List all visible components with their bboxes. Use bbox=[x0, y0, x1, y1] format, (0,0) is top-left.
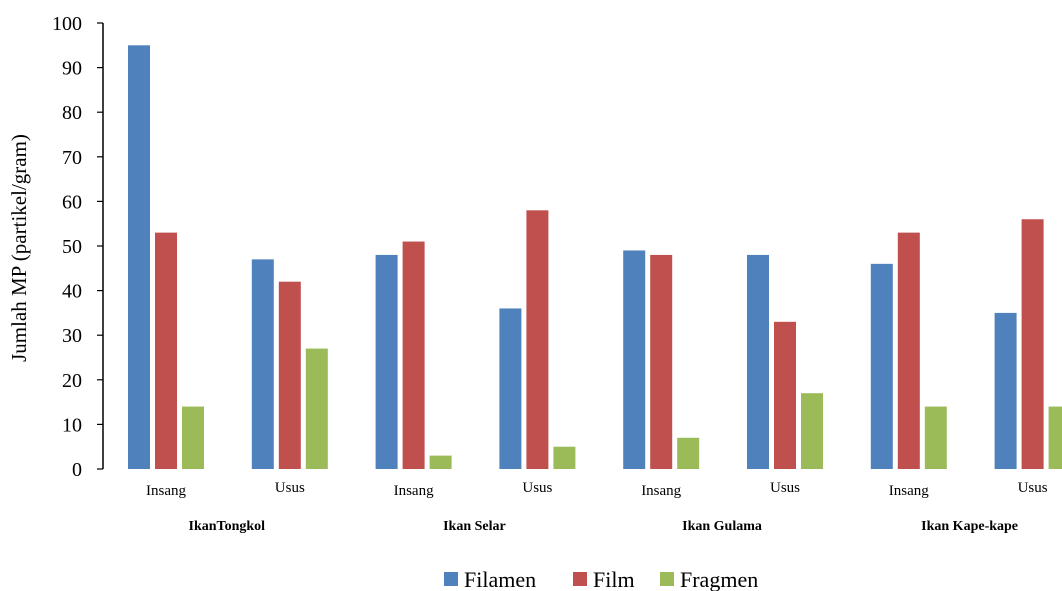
legend: Filamen Film Fragmen bbox=[444, 567, 758, 591]
bar-film-2 bbox=[402, 241, 425, 469]
bar-filamen-1 bbox=[251, 259, 274, 469]
category-label: Usus bbox=[522, 480, 552, 496]
y-tick-label: 100 bbox=[52, 13, 82, 35]
y-tick-label: 30 bbox=[62, 325, 82, 347]
bar-fragmen-6 bbox=[924, 406, 947, 469]
legend-label-film: Film bbox=[593, 567, 635, 591]
category-label: Insang bbox=[889, 483, 929, 499]
bar-fragmen-0 bbox=[182, 406, 204, 469]
y-axis-title: Jumlah MP (partikel/gram) bbox=[7, 134, 31, 362]
category-label: Insang bbox=[146, 483, 186, 499]
bar-film-5 bbox=[774, 321, 796, 469]
bar-filamen-6 bbox=[870, 263, 893, 469]
legend-swatch-film bbox=[573, 572, 587, 586]
bar-fragmen-7 bbox=[1048, 406, 1062, 469]
bar-film-6 bbox=[897, 232, 920, 469]
y-tick-label: 70 bbox=[62, 147, 82, 169]
group-label: IkanTongkol bbox=[189, 519, 266, 534]
bars bbox=[128, 45, 1062, 470]
group-label: Ikan Kape-kape bbox=[921, 519, 1018, 534]
bar-fragmen-3 bbox=[553, 446, 576, 469]
bar-filamen-2 bbox=[375, 254, 398, 469]
category-label: Usus bbox=[275, 480, 305, 496]
group-label: Ikan Gulama bbox=[682, 519, 762, 534]
category-label: Insang bbox=[641, 483, 681, 499]
bar-film-7 bbox=[1021, 219, 1044, 469]
group-label: Ikan Selar bbox=[443, 519, 506, 534]
bar-filamen-4 bbox=[623, 250, 646, 469]
category-label: Usus bbox=[770, 480, 800, 496]
bar-fragmen-5 bbox=[801, 393, 823, 469]
y-tick-label: 0 bbox=[72, 459, 82, 481]
y-tick-label: 40 bbox=[62, 281, 82, 303]
y-axis-ticks: 0 10 20 30 40 50 60 70 80 90 100 bbox=[52, 13, 103, 481]
y-tick-label: 20 bbox=[62, 370, 82, 392]
group-labels: IkanTongkol Ikan Selar Ikan Gulama Ikan Kap… bbox=[189, 519, 1019, 534]
legend-swatch-fragmen bbox=[660, 572, 674, 586]
bar-fragmen-4 bbox=[677, 437, 700, 469]
y-tick-label: 50 bbox=[62, 236, 82, 258]
y-tick-label: 80 bbox=[62, 102, 82, 124]
y-tick-label: 90 bbox=[62, 58, 82, 80]
category-label: Insang bbox=[394, 483, 434, 499]
bar-film-3 bbox=[526, 210, 549, 469]
legend-swatch-filamen bbox=[444, 572, 458, 586]
bar-film-0 bbox=[155, 232, 177, 469]
bar-filamen-0 bbox=[128, 45, 150, 470]
bar-fragmen-2 bbox=[429, 455, 452, 469]
legend-label-fragmen: Fragmen bbox=[680, 567, 758, 591]
bar-film-4 bbox=[650, 254, 673, 469]
bar-filamen-3 bbox=[499, 308, 522, 469]
category-label: Usus bbox=[1018, 480, 1048, 496]
bar-film-1 bbox=[278, 281, 301, 469]
legend-label-filamen: Filamen bbox=[464, 567, 536, 591]
y-tick-label: 60 bbox=[62, 191, 82, 213]
bar-fragmen-1 bbox=[305, 348, 328, 469]
category-labels: Insang Usus Insang Usus Insang Usus Insang Usus bbox=[146, 480, 1048, 499]
bar-filamen-5 bbox=[747, 254, 769, 469]
y-tick-label: 10 bbox=[62, 414, 82, 436]
bar-filamen-7 bbox=[994, 312, 1017, 469]
